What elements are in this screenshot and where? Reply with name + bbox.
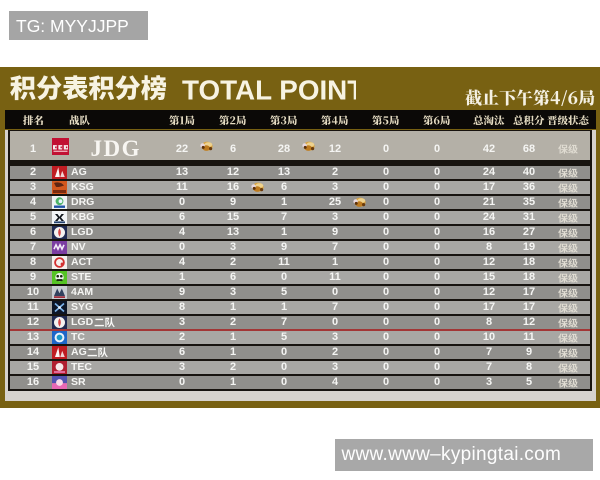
svg-text:TOTAL POINT: TOTAL POINT [182,74,356,105]
svg-text:JDG: JDG [91,136,142,160]
